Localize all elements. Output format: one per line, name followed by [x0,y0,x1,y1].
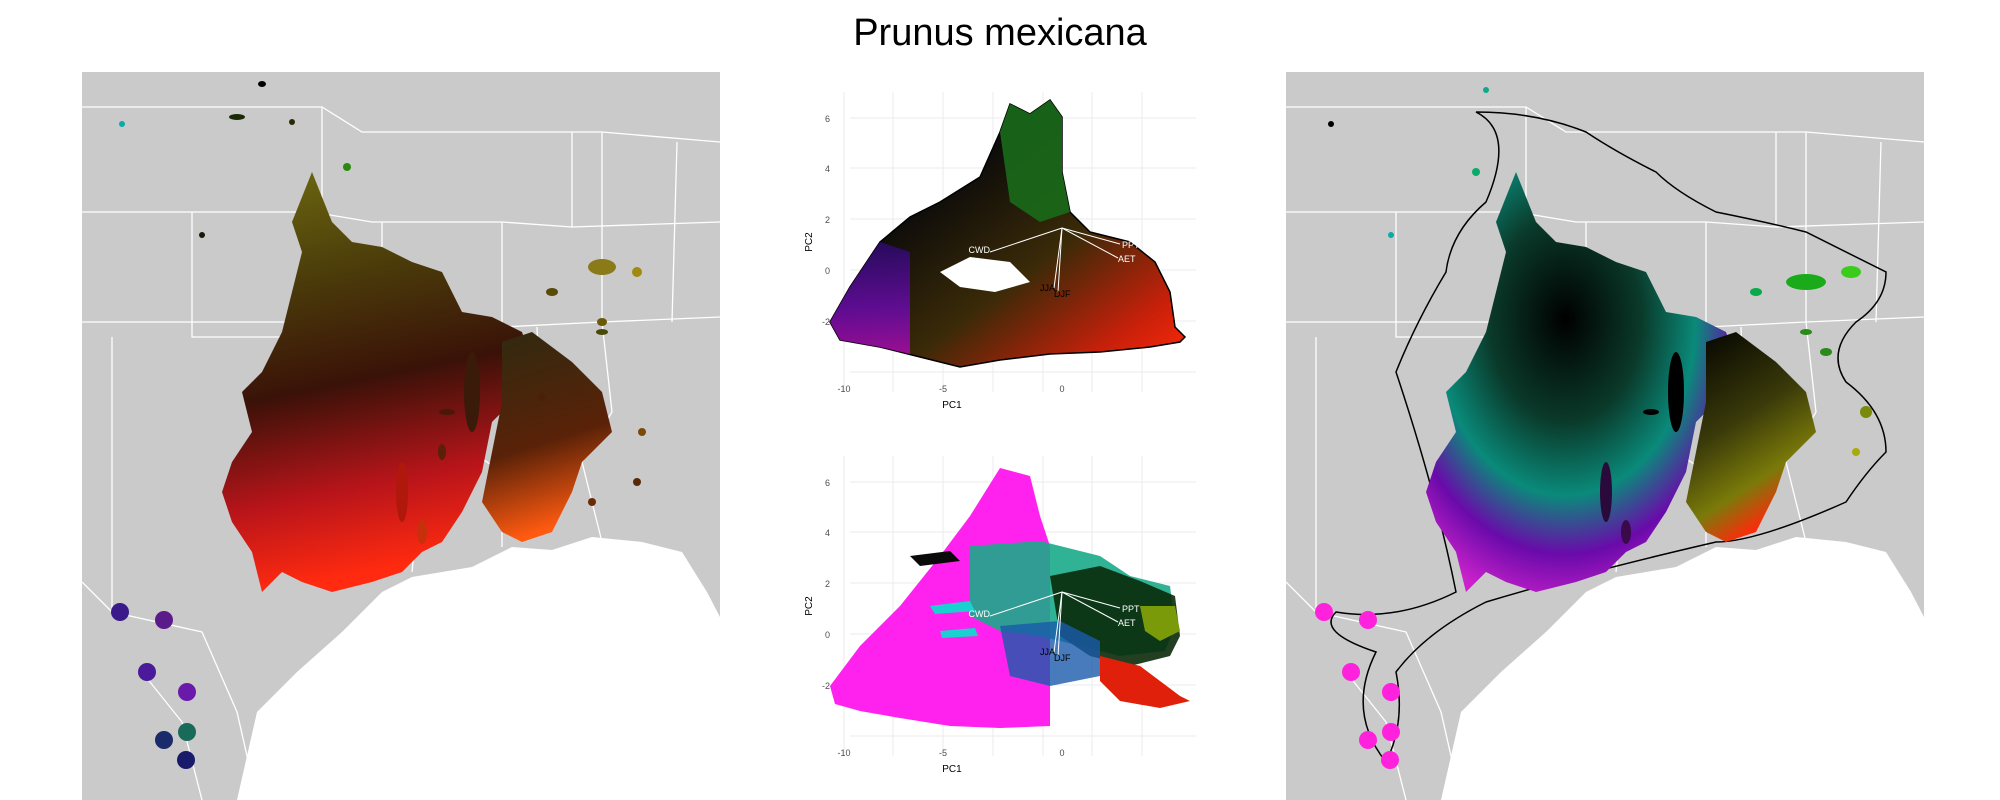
southern-occurrence-dots [111,603,196,769]
svg-text:0: 0 [1059,384,1064,394]
loading-label-djf: DJF [1054,289,1071,299]
gulf-water [1441,537,1924,800]
pca-top-purple-region [830,242,910,354]
svg-text:-10: -10 [837,748,850,758]
pca-biplot-top: CWD JJA DJF PPT AET 6 4 2 0 -2 -10 -5 0 … [804,92,1196,411]
svg-text:2: 2 [825,215,830,225]
pca-biplot-bottom: CWD JJA DJF PPT AET 6 4 2 0 -2 -10 -5 0 … [804,456,1196,775]
pca-top-gap [940,257,1030,292]
y-axis-label: PC2 [804,232,815,252]
loading-label-aet: AET [1118,618,1136,628]
pca-bottom-magenta-cloud [830,468,1050,728]
svg-text:-10: -10 [837,384,850,394]
page-title: Prunus mexicana [853,12,1147,54]
svg-text:-5: -5 [939,384,947,394]
svg-text:-5: -5 [939,748,947,758]
svg-text:2: 2 [825,579,830,589]
svg-text:0: 0 [825,266,830,276]
pca-top-point-cloud [829,98,1187,368]
svg-text:4: 4 [825,164,830,174]
eastern-range-area [482,332,612,542]
svg-text:-2: -2 [822,681,830,691]
main-range-area [222,172,532,592]
pca-bottom-black-patch [910,551,960,566]
main-range-area [1426,172,1736,592]
loading-label-ppt: PPT [1122,604,1140,614]
scattered-patches [119,81,646,544]
pca-bottom-red-cloud [1100,656,1190,708]
svg-text:-2: -2 [822,317,830,327]
loading-label-cwd: CWD [969,609,991,619]
gulf-water [237,537,720,800]
y-tick-labels: 6 4 2 0 -2 [822,114,830,327]
x-tick-labels: -10 -5 0 [837,748,1064,758]
x-tick-labels: -10 -5 0 [837,384,1064,394]
right-range-map [1286,72,1924,800]
loading-label-cwd: CWD [969,245,991,255]
x-axis-label: PC1 [942,764,962,775]
left-range-map [82,72,720,800]
loading-label-jja: JJA [1040,647,1055,657]
svg-text:0: 0 [1059,748,1064,758]
pca-bottom-blue-cloud [1000,621,1100,686]
y-tick-labels: 6 4 2 0 -2 [822,478,830,691]
pca-bottom-yellowgreen-cloud [1140,606,1180,641]
loading-vectors [989,227,1121,293]
loading-label-ppt: PPT [1122,240,1140,250]
loading-label-jja: JJA [1040,283,1055,293]
pca-bottom-cyan-patch-2 [940,628,978,638]
loading-label-djf: DJF [1054,653,1071,663]
svg-text:0: 0 [825,630,830,640]
pca-top-green-region [1000,100,1070,222]
southern-occurrence-dots [1315,603,1400,769]
loading-vectors [989,591,1121,657]
svg-text:6: 6 [825,478,830,488]
eastern-range-area [1686,332,1816,542]
svg-text:4: 4 [825,528,830,538]
scattered-patches [1328,87,1872,544]
loading-label-aet: AET [1118,254,1136,264]
y-axis-label: PC2 [804,596,815,616]
svg-text:6: 6 [825,114,830,124]
pca-bottom-cyan-patch [930,601,975,614]
x-axis-label: PC1 [942,400,962,411]
